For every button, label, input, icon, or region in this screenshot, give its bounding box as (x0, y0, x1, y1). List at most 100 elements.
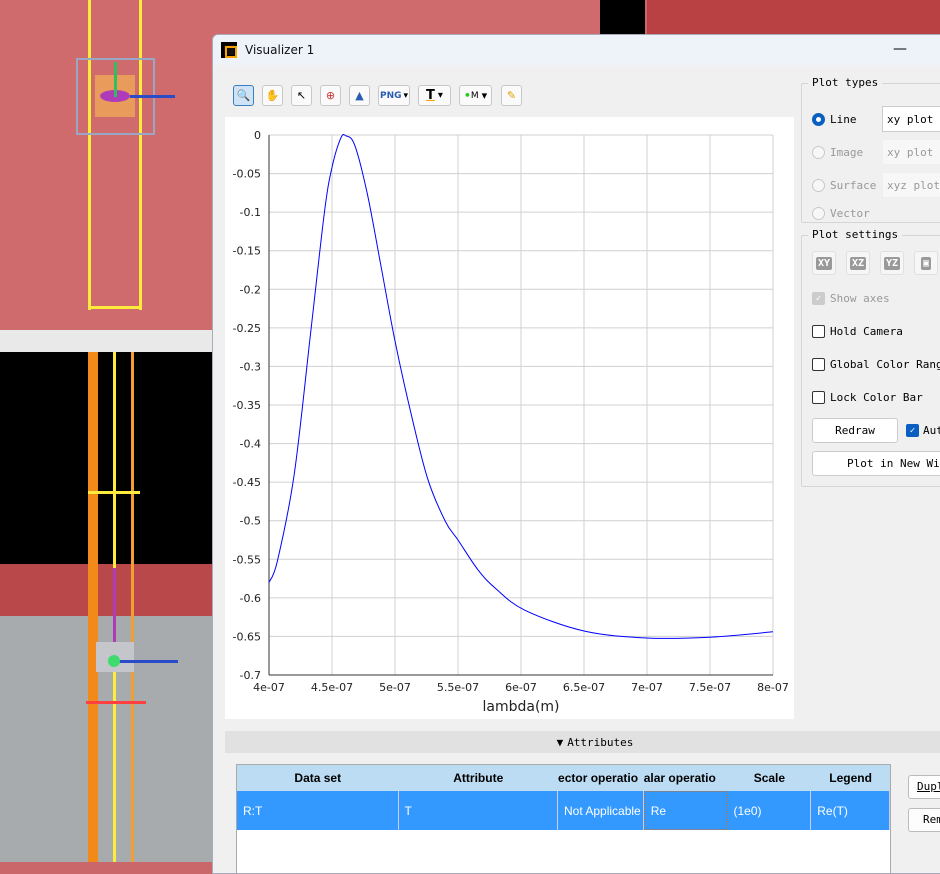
lock-color-bar-checkbox[interactable] (812, 391, 825, 404)
table-header: Data set Attribute ector operatio alar o… (237, 765, 890, 791)
radio-vector-label: Vector (830, 207, 870, 220)
png-export-button[interactable]: PNG ▾ (378, 85, 410, 106)
col-legend[interactable]: Legend (829, 771, 872, 785)
y-tick-label: -0.2 (240, 283, 261, 296)
cell-legend[interactable]: Re(T) (811, 791, 890, 830)
text-tool-button[interactable]: T ▾ (418, 85, 451, 106)
y-tick-label: -0.5 (240, 515, 261, 528)
show-axes-checkbox: ✓ (812, 292, 825, 305)
marker-tool-button[interactable]: • M ▾ (459, 85, 492, 106)
view-xy-button[interactable]: XY (812, 251, 836, 275)
image-type-select: xy plot (882, 139, 940, 165)
auto-label: Aut (923, 424, 940, 437)
view-xz-button[interactable]: XZ (846, 251, 870, 275)
lock-view-button[interactable]: ▣ (914, 251, 938, 275)
pencil-tool-button[interactable]: ✎ (501, 85, 522, 106)
axis-arrow-z[interactable] (113, 568, 116, 660)
y-tick-label: -0.4 (240, 438, 261, 451)
radio-line[interactable] (812, 113, 825, 126)
radio-image (812, 146, 825, 159)
y-tick-label: -0.3 (240, 360, 261, 373)
app-icon (221, 42, 237, 58)
minimize-icon[interactable]: — (893, 41, 907, 57)
viewport-3d-corner (600, 0, 645, 34)
cell-data-set[interactable]: R:T (237, 791, 399, 830)
table-row[interactable]: R:T T Not Applicable Re (1e0) Re(T) (237, 791, 890, 830)
line-type-select[interactable]: xy plot (882, 106, 940, 132)
axis-arrow-x[interactable] (130, 95, 175, 98)
cell-attribute[interactable]: T (399, 791, 558, 830)
axis-arrow-y[interactable] (114, 62, 117, 97)
pan-tool-button[interactable]: ✋ (262, 85, 283, 106)
global-color-range-checkbox[interactable] (812, 358, 825, 371)
remove-button[interactable]: Rem (908, 808, 940, 832)
chevron-down-icon: ▾ (481, 89, 488, 102)
marker-label: M (470, 90, 479, 101)
auto-checkbox[interactable]: ✓ (906, 424, 919, 437)
plot-types-title: Plot types (808, 76, 883, 89)
x-tick-label: 4e-07 (253, 681, 285, 694)
cell-scalar-operation[interactable]: Re (643, 791, 728, 830)
viewport-3d-right (647, 0, 940, 34)
redraw-button[interactable]: Redraw (812, 418, 898, 443)
view-yz-label: YZ (883, 256, 901, 270)
lock-icon: ▣ (920, 256, 932, 270)
radio-surface-label: Surface (830, 179, 877, 192)
col-vector-operation[interactable]: ector operatio (558, 771, 639, 785)
view-3d-button[interactable]: ▲ (349, 85, 370, 106)
cell-scale[interactable]: (1e0) (727, 791, 812, 830)
col-data-set[interactable]: Data set (294, 771, 342, 785)
line-chart[interactable]: 4e-07 4.5e-07 5e-07 5.5e-07 6e-07 6.5e-07 7e-0… (225, 117, 794, 719)
zoom-tool-button[interactable]: 🔍 (233, 85, 254, 106)
plot-settings-title: Plot settings (808, 228, 903, 241)
x-tick-label: 4.5e-07 (311, 681, 353, 694)
cell-vector-operation[interactable]: Not Applicable (558, 791, 644, 830)
text-icon: T (426, 88, 435, 103)
viewport-region (0, 564, 212, 616)
chevron-down-icon: ▾ (403, 90, 409, 101)
radio-surface (812, 179, 825, 192)
viewport-3d-bottom[interactable] (0, 352, 212, 564)
lock-color-bar-label: Lock Color Bar (830, 391, 923, 404)
zoom-region-button[interactable]: ⊕ (320, 85, 341, 106)
axis-arrow-x[interactable] (118, 660, 178, 663)
plot-area[interactable]: 4e-07 4.5e-07 5e-07 5.5e-07 6e-07 6.5e-07 7e-0… (225, 117, 794, 719)
x-tick-label: 6e-07 (505, 681, 537, 694)
viewport-divider[interactable] (0, 330, 212, 352)
hold-camera-label: Hold Camera (830, 325, 903, 338)
zoom-icon: 🔍 (236, 89, 251, 102)
plot-new-window-button[interactable]: Plot in New Wind (812, 451, 940, 476)
pan-hand-icon: ✋ (265, 89, 280, 102)
plot-types-group: Plot types Line xy plot Image xy plot Su… (801, 76, 940, 223)
structure-outline (88, 491, 140, 494)
col-scale[interactable]: Scale (753, 771, 786, 785)
y-tick-label: -0.1 (240, 206, 261, 219)
surface-type-select: xyz plot (882, 172, 940, 198)
plot-settings-group: Plot settings XY XZ YZ ▣ ✓ Show axes Hol… (801, 228, 940, 487)
title-bar[interactable]: Visualizer 1 (213, 35, 940, 65)
hold-camera-checkbox[interactable] (812, 325, 825, 338)
structure-outline (131, 352, 134, 862)
view-yz-button[interactable]: YZ (880, 251, 904, 275)
x-tick-label: 8e-07 (757, 681, 789, 694)
triangle-down-icon: ▼ (556, 735, 564, 749)
col-attribute[interactable]: Attribute (453, 771, 504, 785)
x-tick-label: 7e-07 (631, 681, 663, 694)
chevron-down-icon: ▾ (437, 90, 443, 101)
x-axis-label: lambda(m) (482, 699, 559, 715)
radio-vector (812, 207, 825, 220)
data-series-line (268, 134, 774, 639)
mountain-icon: ▲ (355, 89, 364, 102)
attributes-toggle[interactable]: ▼ Attributes (225, 731, 940, 753)
x-tick-label: 5.5e-07 (437, 681, 479, 694)
y-tick-label: -0.7 (240, 669, 261, 682)
structure-outline (88, 306, 142, 309)
y-tick-label: -0.35 (233, 399, 261, 412)
monitor-line (86, 701, 146, 704)
y-tick-label: -0.15 (233, 245, 261, 258)
marker-icon: • (463, 89, 471, 102)
col-scalar-operation[interactable]: alar operatio (643, 771, 716, 785)
attributes-label: Attributes (567, 735, 634, 749)
duplicate-button[interactable]: Dupl (908, 775, 940, 799)
select-tool-button[interactable]: ↖ (291, 85, 312, 106)
